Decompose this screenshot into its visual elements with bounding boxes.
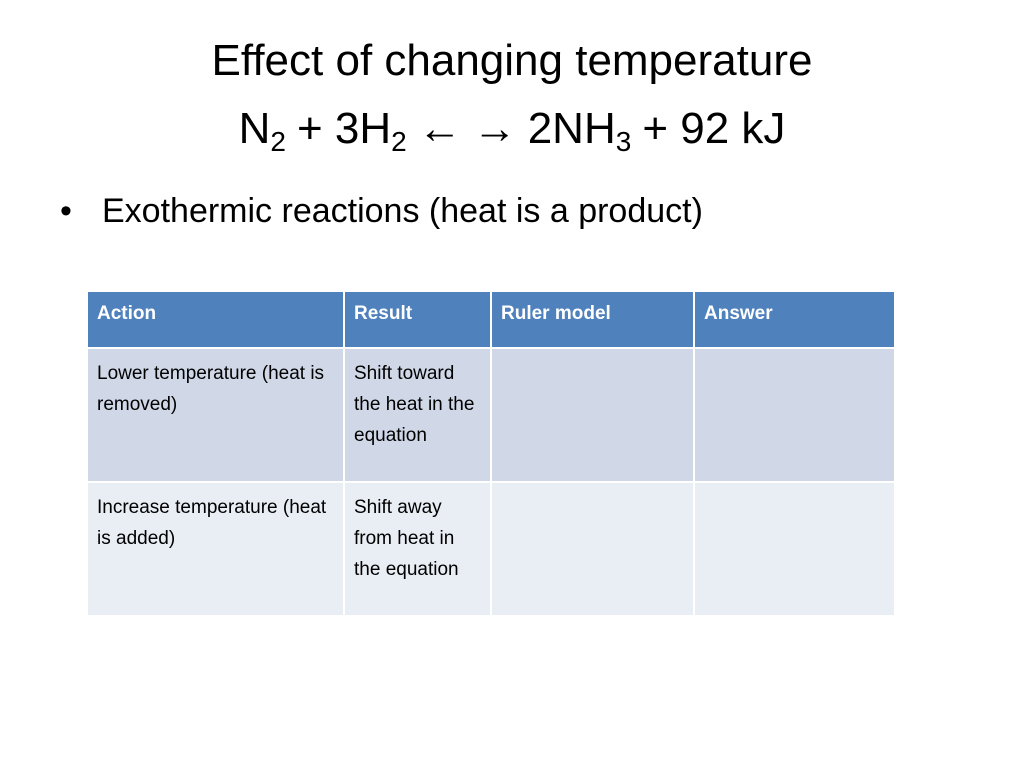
column-header: Result: [343, 290, 492, 349]
eq-arrow: →: [472, 104, 517, 153]
eq-part: + 92 kJ: [642, 104, 786, 153]
cell: [693, 481, 896, 617]
cell: Lower temperature (heat is removed): [86, 347, 345, 483]
cell: [490, 347, 695, 483]
cell: Shift away from heat in the equation: [343, 481, 492, 617]
eq-arrow: ←: [417, 104, 462, 153]
bullet-text: Exothermic reactions (heat is a product): [102, 192, 703, 230]
eq-part: N: [238, 104, 271, 153]
column-header: Answer: [693, 290, 896, 349]
eq-sub: 2: [391, 126, 407, 157]
cell: Shift toward the heat in the equation: [343, 347, 492, 483]
cell: [490, 481, 695, 617]
column-header: Action: [86, 290, 345, 349]
cell: [693, 347, 896, 483]
eq-sub: 3: [615, 126, 632, 157]
bullet: • Exothermic reactions (heat is a product…: [60, 192, 703, 230]
table: Action Result Ruler model Answer Lower t…: [86, 290, 896, 617]
eq-part: + 3H: [296, 104, 392, 153]
cell: Increase temperature (heat is added): [86, 481, 345, 617]
eq-part: 2NH: [527, 104, 616, 153]
equation: N2 + 3H2 ← → 2NH3 + 92 kJ: [0, 104, 1024, 157]
slide-title: Effect of changing temperature: [211, 36, 813, 85]
column-header: Ruler model: [490, 290, 695, 349]
eq-sub: 2: [270, 126, 286, 157]
